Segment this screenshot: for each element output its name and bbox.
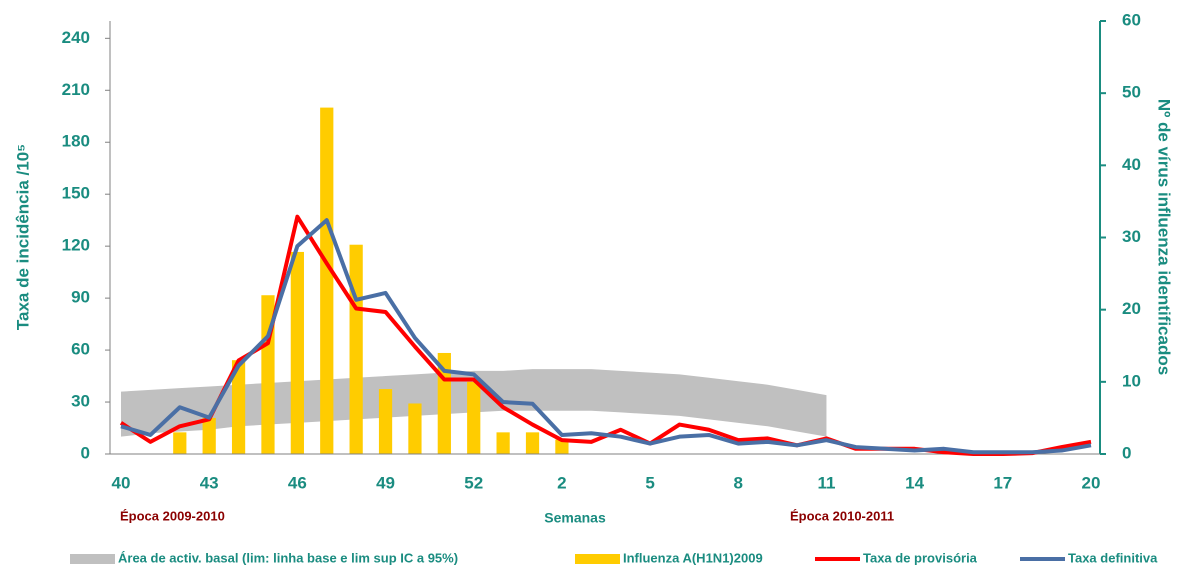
x-tick-label: 5 — [645, 473, 654, 492]
bar — [525, 432, 540, 454]
bar — [231, 360, 246, 454]
y2-axis-label: Nº de vírus influenza identificados — [1155, 99, 1174, 375]
x-tick-label: 40 — [112, 473, 131, 492]
legend-swatch — [575, 554, 620, 564]
y-tick-label: 0 — [81, 443, 90, 462]
season-label: Época 2009-2010 — [120, 508, 225, 523]
x-tick-label: 11 — [817, 473, 835, 492]
bar — [378, 389, 393, 454]
x-tick-label: 46 — [288, 473, 307, 492]
x-tick-label: 20 — [1082, 473, 1101, 492]
bar — [349, 244, 363, 454]
legend-label: Área de activ. basal (lim: linha base e … — [118, 550, 458, 565]
bar — [496, 432, 510, 454]
y2-tick-label: 60 — [1122, 10, 1141, 29]
bar — [173, 432, 187, 454]
y2-tick-label: 20 — [1122, 299, 1141, 318]
y-tick-label: 120 — [62, 236, 90, 255]
legend-label: Taxa de provisória — [863, 550, 978, 565]
bar — [408, 403, 422, 454]
x-tick-label: 52 — [464, 473, 483, 492]
season-label: Época 2010-2011 — [790, 508, 894, 523]
y-tick-label: 240 — [62, 28, 90, 47]
y2-tick-label: 10 — [1122, 371, 1141, 390]
y-tick-label: 90 — [71, 288, 90, 307]
bar — [202, 417, 216, 454]
y-tick-label: 180 — [62, 132, 90, 151]
x-tick-label: 14 — [905, 473, 924, 492]
x-axis-label: Semanas — [544, 510, 606, 526]
x-tick-label: 43 — [200, 473, 219, 492]
bar — [290, 251, 304, 454]
bar — [467, 381, 481, 454]
y2-tick-label: 30 — [1122, 227, 1141, 246]
bar — [555, 439, 569, 454]
x-tick-label: 2 — [557, 473, 566, 492]
x-tick-label: 49 — [376, 473, 395, 492]
y-axis-label: Taxa de incidência /10⁵ — [13, 144, 32, 330]
y2-tick-label: 40 — [1122, 155, 1141, 174]
legend-swatch — [70, 554, 115, 564]
y2-tick-label: 0 — [1122, 443, 1131, 462]
x-tick-label: 8 — [734, 473, 743, 492]
legend-label: Influenza A(H1N1)2009 — [623, 550, 763, 565]
y-tick-label: 210 — [62, 80, 90, 99]
legend-label: Taxa definitiva — [1068, 550, 1158, 565]
y-tick-label: 30 — [71, 392, 90, 411]
x-tick-label: 17 — [993, 473, 1012, 492]
y-tick-label: 60 — [71, 340, 90, 359]
line — [120, 218, 1092, 455]
bar — [320, 107, 334, 454]
y2-tick-label: 50 — [1122, 83, 1141, 102]
y-tick-label: 150 — [62, 184, 90, 203]
